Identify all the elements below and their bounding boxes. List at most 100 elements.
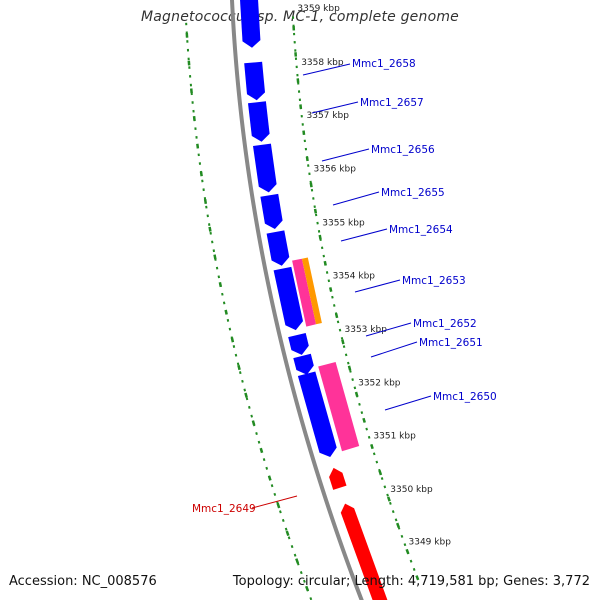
track-dot [255, 432, 258, 436]
forward-cds-block [273, 266, 303, 331]
gene-leader-line [251, 495, 298, 509]
gene-label: Mmc1_2652 [413, 318, 477, 330]
gene-leader-line [370, 341, 418, 358]
gene-features [240, 0, 388, 600]
forward-cds-block [240, 0, 261, 48]
track-dot [336, 320, 340, 324]
track-dot [360, 411, 364, 415]
track-dot [309, 597, 313, 600]
gene-label: Mmc1_2655 [381, 187, 445, 199]
track-major-dot [237, 364, 241, 371]
track-major-dot [218, 282, 223, 288]
track-dot [372, 452, 376, 456]
track-dot [331, 295, 334, 299]
track-dot [303, 579, 306, 583]
outer-tick-track [291, 16, 420, 581]
kbp-tick-label: 3350 kbp [390, 485, 433, 495]
track-dot [250, 414, 253, 418]
reverse-cds-block [340, 503, 388, 600]
track-major-dot [276, 503, 281, 509]
track-major-dot [244, 392, 248, 398]
kbp-tick-label: 3349 kbp [409, 538, 452, 548]
track-dot [380, 477, 384, 481]
kbp-tick-label: 3359 kbp [297, 4, 340, 14]
track-dot [265, 466, 269, 470]
track-major-dot [378, 470, 383, 476]
track-major-dot [334, 313, 339, 319]
track-dot [245, 397, 249, 401]
track-dot [389, 501, 392, 505]
backbone-line [229, 0, 364, 600]
gene-label: Mmc1_2656 [371, 144, 435, 156]
track-major-dot [196, 143, 200, 149]
map-title: Magnetococcus sp. MC-1, complete genome [141, 9, 459, 25]
gene-leader-line [332, 191, 380, 206]
track-dot [333, 304, 336, 307]
track-major-dot [295, 558, 300, 564]
accession-label: Accession: NC_008576 [9, 574, 157, 589]
track-major-dot [305, 156, 309, 162]
track-major-dot [285, 530, 290, 537]
track-major-dot [267, 475, 272, 481]
kbp-tick-label: 3351 kbp [373, 432, 416, 442]
kbp-tick-label: 3358 kbp [301, 58, 344, 68]
track-dot [226, 318, 230, 322]
track-dot [349, 369, 352, 373]
track-dot [338, 328, 342, 332]
track-dot [279, 510, 282, 514]
track-major-dot [313, 208, 318, 214]
track-dot [344, 353, 348, 357]
track-major-dot [309, 182, 313, 188]
kbp-tick-label: 3357 kbp [307, 111, 350, 121]
track-dot [367, 435, 371, 439]
track-dot [391, 510, 395, 514]
track-major-dot [203, 199, 208, 205]
kbp-tick-label: 3356 kbp [314, 164, 357, 174]
gene-label: Mmc1_2650 [433, 391, 497, 403]
forward-cds-block [253, 143, 277, 193]
track-dot [270, 484, 274, 488]
forward-cds-block [297, 371, 337, 457]
gene-leader-line [340, 228, 388, 242]
dotted-tick-tracks [185, 16, 420, 600]
track-major-dot [259, 447, 264, 454]
track-dot [342, 345, 346, 349]
track-dot [347, 361, 350, 365]
gene-label: Mmc1_2654 [389, 224, 453, 236]
reverse-cds-block [329, 467, 347, 490]
track-dot [284, 527, 288, 531]
track-dot [375, 460, 379, 464]
kbp-tick-label: 3354 kbp [333, 272, 376, 282]
gene-label: Mmc1_2649 [192, 503, 256, 515]
track-dot [383, 485, 387, 489]
track-major-dot [415, 575, 420, 581]
gene-leader-line [365, 322, 412, 337]
gene-label: Mmc1_2658 [352, 58, 416, 70]
track-dot [293, 553, 297, 557]
genome-summary: Topology: circular; Length: 4,719,581 bp… [232, 574, 590, 589]
kbp-tick-label: 3355 kbp [322, 219, 365, 229]
track-dot [257, 440, 261, 444]
track-dot [358, 402, 361, 406]
track-dot [232, 345, 236, 348]
forward-cds-block [288, 333, 309, 355]
track-dot [394, 518, 398, 522]
track-major-dot [386, 496, 391, 502]
gene-leader-line [302, 63, 351, 76]
track-major-dot [305, 585, 310, 592]
track-major-dot [323, 260, 327, 266]
track-major-dot [213, 254, 217, 260]
gene-leader-line [384, 395, 432, 411]
track-major-dot [208, 226, 212, 232]
track-major-dot [396, 522, 400, 528]
track-dot [281, 518, 285, 523]
track-major-dot [224, 309, 228, 315]
track-dot [400, 534, 404, 538]
track-major-dot [405, 548, 410, 555]
track-dot [403, 543, 407, 547]
track-dot [412, 567, 416, 571]
gene-label: Mmc1_2651 [419, 337, 483, 349]
track-major-dot [318, 234, 322, 240]
track-dot [351, 378, 354, 382]
